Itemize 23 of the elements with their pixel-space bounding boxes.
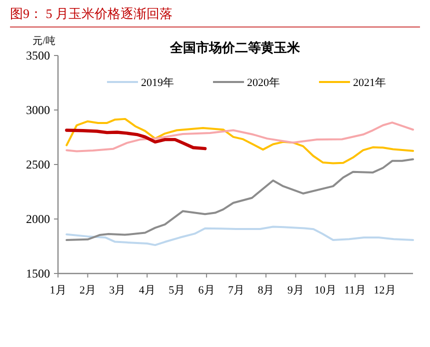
ytick: 2500 — [26, 158, 50, 172]
legend-label: 2019年 — [141, 77, 174, 89]
xtick: 8月 — [258, 284, 274, 296]
xtick: 1月 — [50, 284, 66, 296]
title: 图9： 5 月玉米价格逐渐回落 — [10, 6, 172, 21]
xtick: 9月 — [287, 284, 304, 296]
xtick: 12月 — [374, 284, 396, 296]
xtick: 4月 — [138, 284, 156, 296]
subtitle: 全国市场价二等黄玉米 — [170, 40, 300, 55]
xtick: 7月 — [228, 284, 244, 296]
xtick: 2月 — [79, 284, 96, 296]
ylabel: 元/吨 — [32, 36, 56, 47]
ytick: 3000 — [26, 103, 50, 117]
xtick: 6月 — [198, 284, 215, 296]
ytick: 3500 — [26, 48, 50, 62]
legend-label: 2020年 — [247, 77, 280, 89]
xtick: 5月 — [168, 284, 186, 296]
xtick: 3月 — [109, 284, 126, 296]
xtick: 10月 — [314, 284, 336, 296]
xtick: 11月 — [344, 284, 366, 296]
ytick: 1500 — [26, 266, 50, 280]
legend-label: 2021年 — [353, 77, 386, 89]
ytick: 2000 — [26, 212, 50, 226]
